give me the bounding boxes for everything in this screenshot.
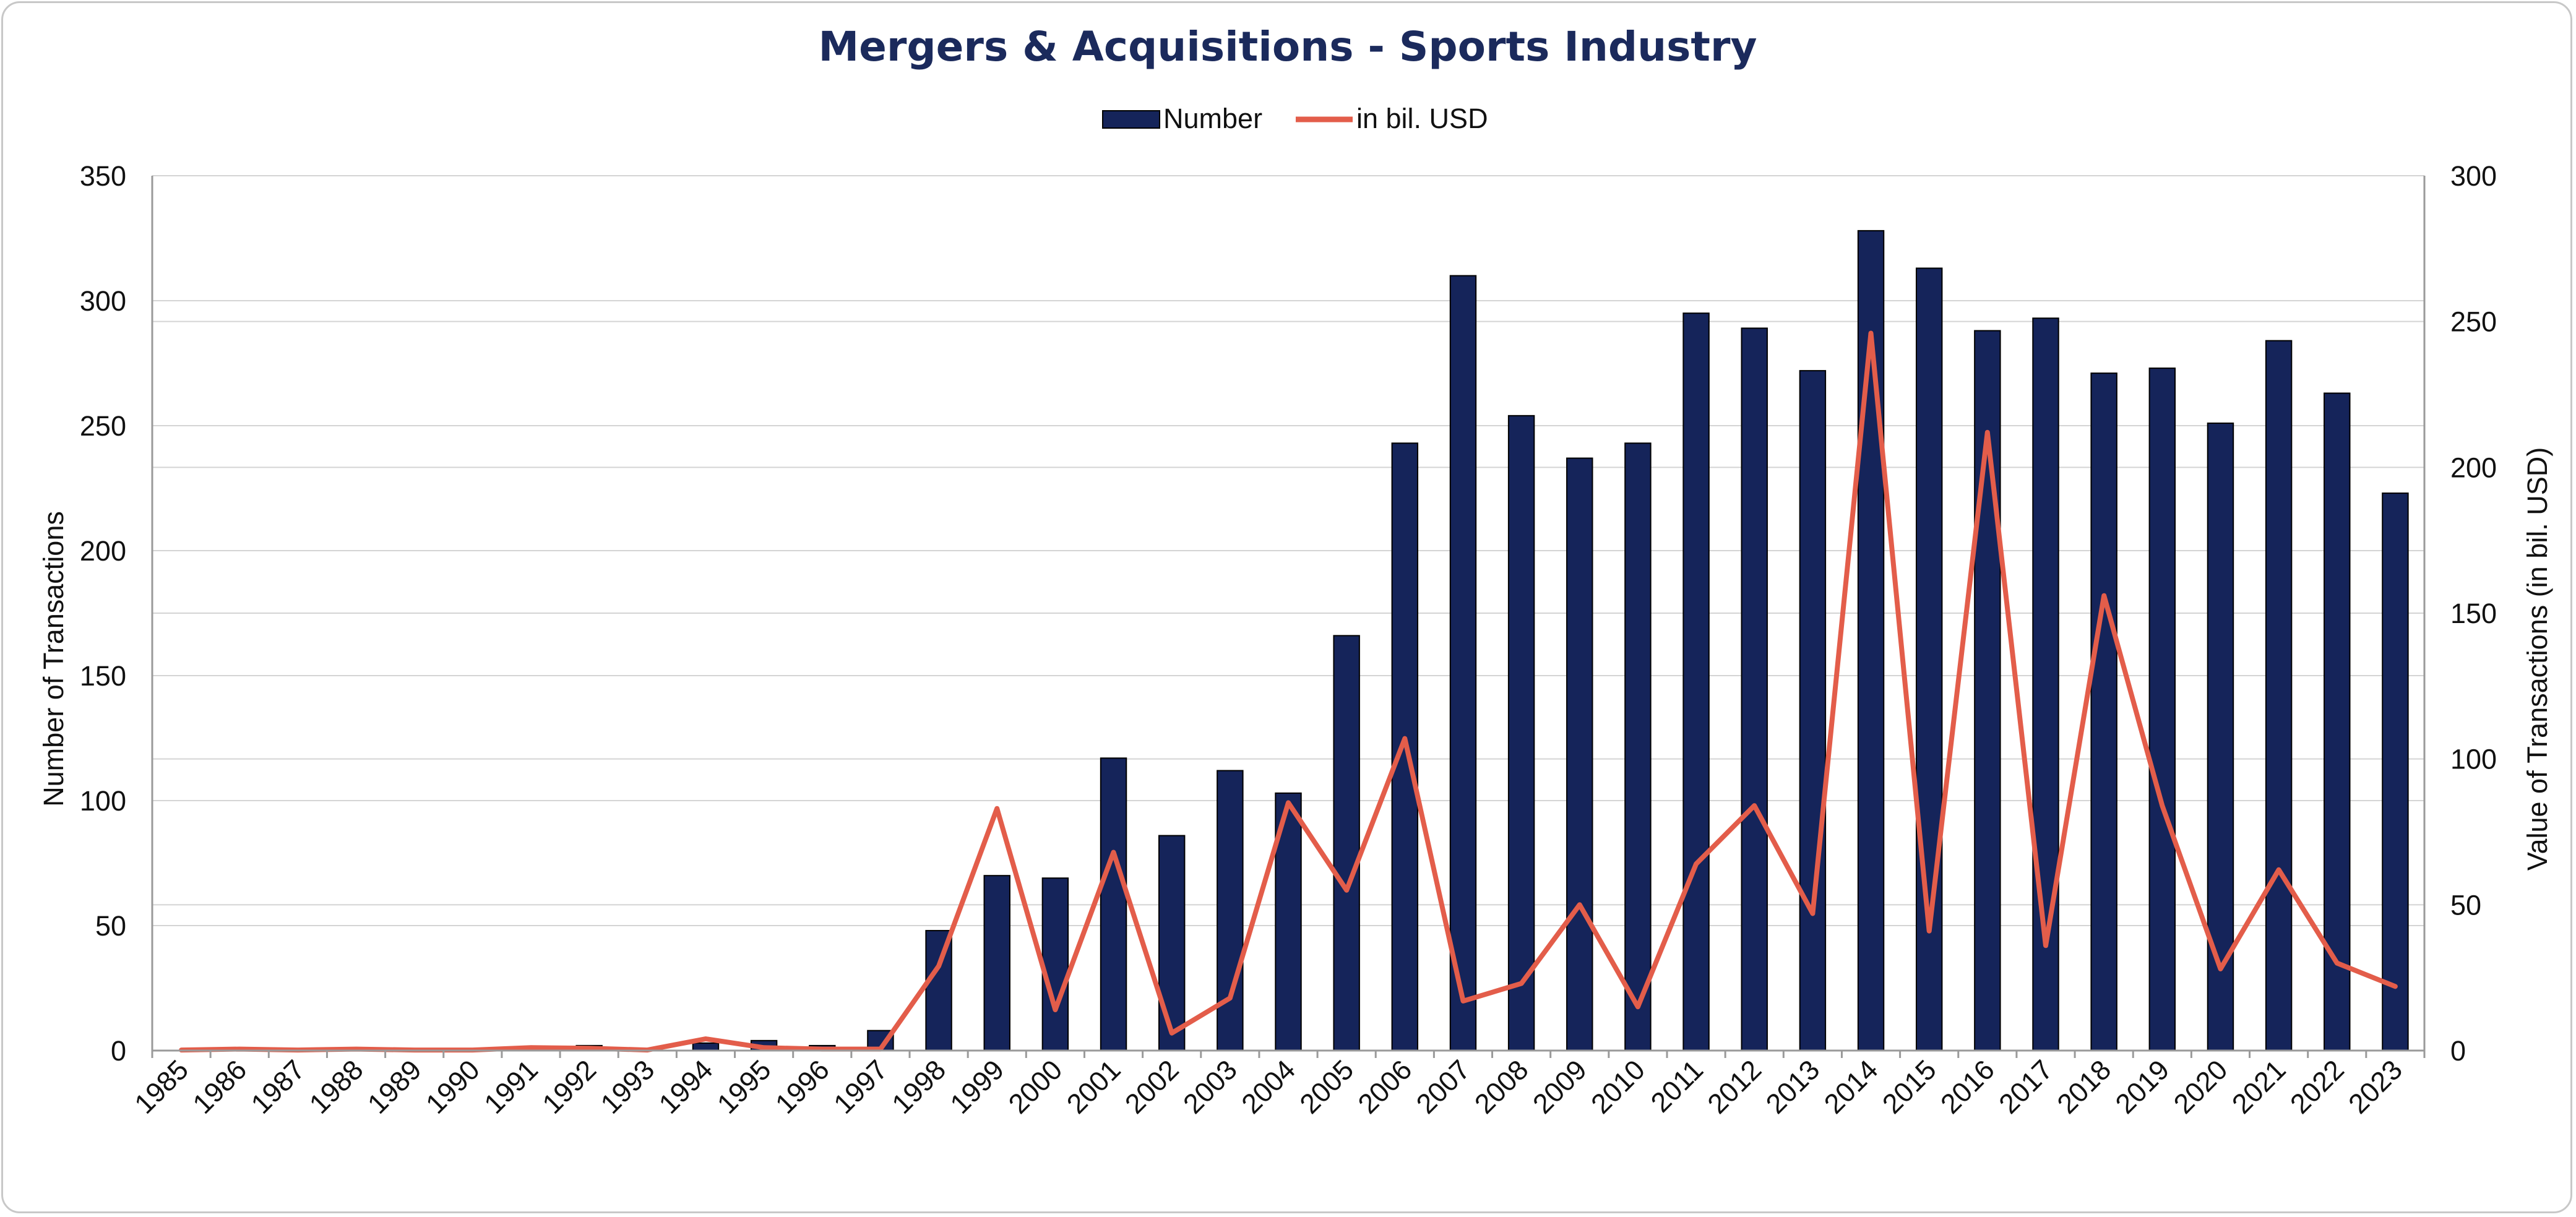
bar-2001 bbox=[1100, 757, 1127, 1051]
bar-2011 bbox=[1682, 312, 1710, 1052]
bar-2000 bbox=[1041, 877, 1069, 1051]
bar-2023 bbox=[2382, 492, 2409, 1051]
x-tick-label: 2006 bbox=[1352, 1054, 1418, 1120]
bar-2013 bbox=[1799, 370, 1827, 1051]
legend-label-usd: in bil. USD bbox=[1356, 103, 1488, 134]
x-tick-label: 2020 bbox=[2168, 1054, 2234, 1120]
x-tick-label: 2007 bbox=[1410, 1054, 1476, 1120]
y2-tick-label: 150 bbox=[2450, 598, 2497, 629]
x-tick-label: 2004 bbox=[1235, 1054, 1301, 1120]
x-tick-label: 1996 bbox=[769, 1054, 835, 1120]
y-axis-title: Number of Transactions bbox=[38, 511, 69, 807]
right-y-tick-labels: 0 50 100 150 200 250 300 bbox=[2450, 160, 2497, 1067]
x-tick-label: 1993 bbox=[595, 1054, 661, 1120]
bar-2002 bbox=[1158, 835, 1186, 1052]
x-tick-label: 2001 bbox=[1061, 1054, 1127, 1120]
legend-swatch-number bbox=[1102, 110, 1160, 129]
axes bbox=[151, 176, 2426, 1058]
x-tick-label: 2010 bbox=[1585, 1054, 1651, 1120]
x-tick-label: 2002 bbox=[1119, 1054, 1185, 1120]
y2-tick-label: 300 bbox=[2450, 160, 2497, 192]
left-y-tick-labels: 0 50 100 150 200 250 300 350 bbox=[80, 160, 126, 1067]
bar-2005 bbox=[1333, 635, 1360, 1051]
x-tick-label: 2013 bbox=[1760, 1054, 1826, 1120]
x-tick-label: 2014 bbox=[1818, 1054, 1884, 1120]
x-tick-label: 2021 bbox=[2226, 1054, 2292, 1120]
x-tick-label: 2023 bbox=[2342, 1054, 2408, 1120]
x-tick-label: 2009 bbox=[1527, 1054, 1593, 1120]
x-tick-label: 2022 bbox=[2284, 1054, 2350, 1120]
x-tick-label: 2019 bbox=[2109, 1054, 2176, 1120]
x-tick-label: 1988 bbox=[303, 1054, 369, 1120]
bar-2007 bbox=[1449, 275, 1477, 1052]
x-tick-label: 2011 bbox=[1645, 1054, 1709, 1118]
y-tick-label: 300 bbox=[80, 285, 126, 317]
y2-axis-title: Value of Transactions (in bil. USD) bbox=[2522, 447, 2553, 871]
bar-2003 bbox=[1217, 770, 1244, 1052]
bar-2008 bbox=[1507, 415, 1535, 1052]
bar-2022 bbox=[2324, 392, 2351, 1051]
y2-tick-label: 250 bbox=[2450, 306, 2497, 338]
legend: Number in bil. USD bbox=[1102, 103, 1488, 134]
x-tick-label: 1995 bbox=[711, 1054, 777, 1120]
x-tick-label: 2017 bbox=[1992, 1054, 2059, 1120]
x-tick-label: 1989 bbox=[361, 1054, 428, 1120]
bar-2019 bbox=[2148, 368, 2176, 1052]
line-usd bbox=[179, 330, 2398, 1053]
x-tick-label: 2003 bbox=[1177, 1054, 1243, 1120]
x-tick-label: 2000 bbox=[1002, 1054, 1069, 1120]
y2-tick-label: 0 bbox=[2450, 1035, 2466, 1067]
y-tick-label: 200 bbox=[80, 535, 126, 567]
y-tick-label: 0 bbox=[111, 1035, 126, 1067]
y-tick-label: 250 bbox=[80, 410, 126, 442]
x-tick-label: 1994 bbox=[653, 1054, 719, 1120]
x-tick-label: 1990 bbox=[420, 1054, 486, 1120]
y2-tick-label: 100 bbox=[2450, 744, 2497, 775]
bar-2014 bbox=[1857, 230, 1885, 1051]
bar-1998 bbox=[925, 930, 952, 1051]
x-tick-label: 2008 bbox=[1468, 1054, 1535, 1120]
bar-1999 bbox=[983, 875, 1010, 1051]
y-tick-label: 350 bbox=[80, 160, 126, 192]
x-tick-label: 1986 bbox=[186, 1054, 252, 1120]
bar-series-number bbox=[575, 230, 2409, 1052]
x-tick-label: 1991 bbox=[478, 1054, 544, 1120]
y2-tick-label: 50 bbox=[2450, 889, 2481, 921]
y-tick-label: 50 bbox=[95, 910, 126, 942]
bar-2009 bbox=[1566, 457, 1593, 1051]
x-tick-labels: 1985198619871988198919901991199219931994… bbox=[128, 1054, 2408, 1120]
x-tick-label: 2012 bbox=[1701, 1054, 1767, 1120]
chart-title: Mergers & Acquisitions - Sports Industry bbox=[818, 23, 1757, 71]
x-tick-label: 1999 bbox=[944, 1054, 1010, 1120]
legend-label-number: Number bbox=[1163, 103, 1262, 134]
bar-2010 bbox=[1624, 442, 1652, 1051]
x-tick-label: 2018 bbox=[2051, 1054, 2117, 1120]
bar-2018 bbox=[2090, 372, 2117, 1051]
x-tick-label: 1985 bbox=[128, 1054, 194, 1120]
bar-2021 bbox=[2265, 340, 2293, 1051]
bar-1994 bbox=[692, 1042, 720, 1052]
x-tick-label: 2015 bbox=[1876, 1054, 1942, 1120]
y-tick-label: 150 bbox=[80, 660, 126, 692]
bar-2012 bbox=[1741, 327, 1768, 1052]
y-tick-label: 100 bbox=[80, 785, 126, 817]
x-tick-label: 1987 bbox=[245, 1054, 311, 1120]
y2-tick-label: 200 bbox=[2450, 452, 2497, 483]
x-tick-label: 1992 bbox=[536, 1054, 602, 1120]
x-tick-label: 2005 bbox=[1293, 1054, 1359, 1120]
x-tick-label: 1997 bbox=[827, 1054, 894, 1120]
x-tick-label: 2016 bbox=[1934, 1054, 2001, 1120]
x-tick-label: 1998 bbox=[885, 1054, 952, 1120]
line-series-usd bbox=[179, 330, 2398, 1053]
